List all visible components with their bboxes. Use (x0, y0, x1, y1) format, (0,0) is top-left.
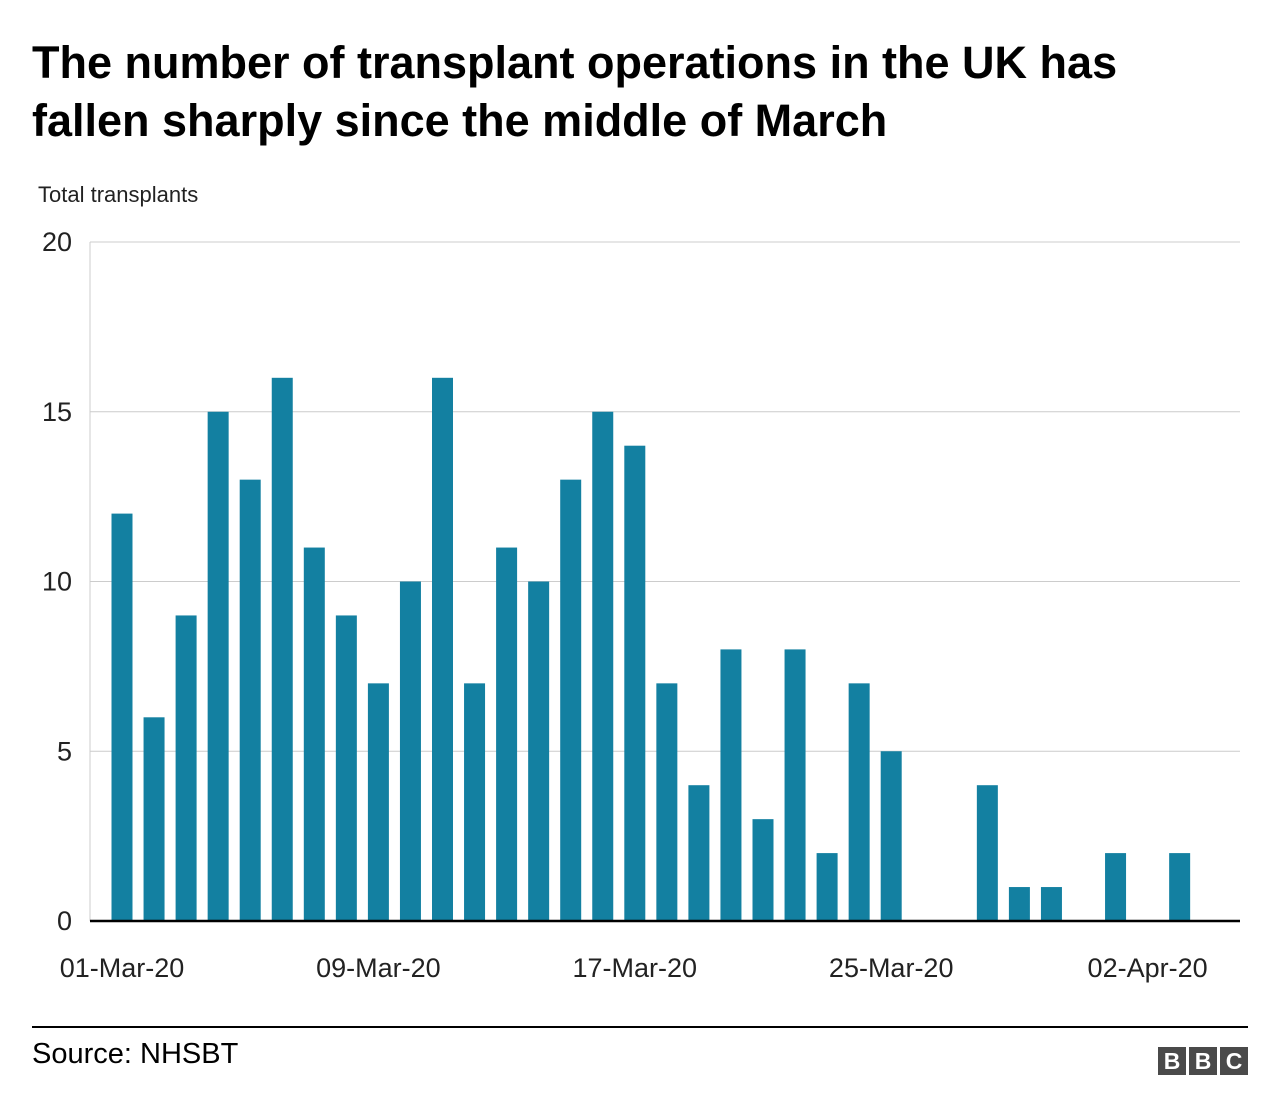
bar (207, 411, 229, 921)
bar (656, 683, 678, 921)
bar (432, 377, 453, 921)
chart-title-line-2: fallen sharply since the middle of March (32, 95, 888, 146)
bbc-logo-letter: B (1158, 1047, 1186, 1075)
bar (143, 717, 165, 921)
bar (784, 649, 806, 921)
bar (624, 445, 646, 921)
bar (592, 411, 614, 921)
bar (560, 479, 582, 921)
y-tick-label: 5 (57, 736, 72, 766)
bar (271, 377, 293, 921)
bar (496, 547, 518, 921)
bbc-logo-letter: C (1220, 1047, 1248, 1075)
bar (335, 615, 357, 921)
bar (976, 785, 998, 921)
bars (111, 377, 1191, 921)
bar (848, 683, 870, 921)
bar (399, 581, 421, 921)
bar (752, 819, 774, 921)
bbc-logo-letter: B (1189, 1047, 1217, 1075)
bar (816, 853, 838, 921)
bar (720, 649, 742, 921)
bar (1105, 853, 1127, 921)
y-tick-label: 0 (57, 906, 72, 936)
y-tick-label: 20 (42, 227, 72, 257)
bar (111, 513, 133, 921)
bar (239, 479, 261, 921)
chart-title: The number of transplant operations in t… (32, 34, 1232, 150)
bar (367, 683, 389, 921)
y-tick-label: 15 (42, 397, 72, 427)
source-note: Source: NHSBT (32, 1038, 239, 1070)
bar (303, 547, 325, 921)
y-tick-label: 10 (42, 567, 72, 597)
bar (880, 751, 902, 921)
axes: 0 5 10 15 20 01-Mar-20 09-Mar-20 17-Mar-20 25-Ma… (42, 227, 1240, 983)
bar (1169, 853, 1191, 921)
x-tick-label: 17-Mar-20 (573, 953, 698, 983)
bar-chart: 0 5 10 15 20 01-Mar-20 09-Mar-20 17-Mar-20 25-Ma… (42, 227, 1240, 983)
bar (1008, 887, 1030, 921)
bar (688, 785, 710, 921)
bar (528, 581, 550, 921)
bbc-logo: B B C (1158, 1047, 1248, 1075)
bar (175, 615, 197, 921)
x-tick-label: 02-Apr-20 (1088, 953, 1208, 983)
x-tick-label: 25-Mar-20 (829, 953, 954, 983)
x-tick-label: 01-Mar-20 (60, 953, 185, 983)
footer-divider (32, 1026, 1248, 1028)
gridlines (90, 241, 1240, 752)
x-tick-label: 09-Mar-20 (316, 953, 441, 983)
chart-title-line-1: The number of transplant operations in t… (32, 37, 1118, 88)
bar (1040, 887, 1062, 921)
y-axis-label: Total transplants (38, 182, 199, 207)
bar (464, 683, 486, 921)
